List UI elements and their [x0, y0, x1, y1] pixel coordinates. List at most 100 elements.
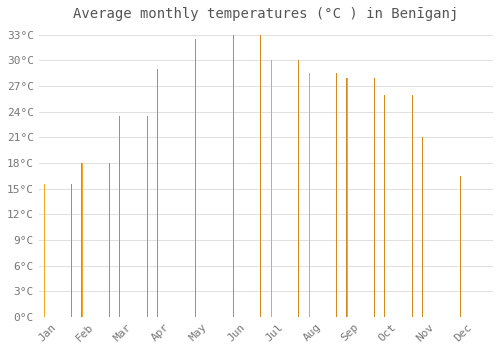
- Bar: [422, 137, 423, 317]
- Bar: [233, 35, 234, 317]
- Bar: [308, 73, 310, 317]
- Bar: [309, 73, 310, 317]
- Bar: [385, 94, 386, 317]
- Bar: [233, 35, 234, 317]
- Bar: [298, 61, 299, 317]
- Bar: [347, 78, 348, 317]
- Bar: [384, 94, 385, 317]
- Bar: [384, 94, 385, 317]
- Bar: [271, 61, 272, 317]
- Bar: [195, 39, 196, 317]
- Bar: [460, 176, 461, 317]
- Bar: [422, 137, 423, 317]
- Bar: [422, 137, 423, 317]
- Bar: [233, 35, 234, 317]
- Bar: [233, 35, 234, 317]
- Bar: [233, 35, 234, 317]
- Bar: [233, 35, 234, 317]
- Bar: [346, 78, 348, 317]
- Bar: [195, 39, 196, 317]
- Bar: [460, 176, 461, 317]
- Bar: [270, 61, 272, 317]
- Bar: [384, 94, 385, 317]
- Bar: [271, 61, 272, 317]
- Bar: [308, 73, 310, 317]
- Bar: [195, 39, 196, 317]
- Bar: [271, 61, 272, 317]
- Bar: [308, 73, 309, 317]
- Bar: [309, 73, 310, 317]
- Bar: [271, 61, 272, 317]
- Bar: [109, 163, 110, 317]
- Bar: [119, 116, 120, 317]
- Bar: [309, 73, 310, 317]
- Bar: [233, 35, 234, 317]
- Bar: [270, 61, 272, 317]
- Bar: [346, 78, 347, 317]
- Bar: [157, 69, 158, 317]
- Bar: [270, 61, 272, 317]
- Bar: [308, 73, 310, 317]
- Bar: [308, 73, 309, 317]
- Bar: [271, 61, 272, 317]
- Bar: [384, 94, 385, 317]
- Bar: [460, 176, 461, 317]
- Bar: [347, 78, 348, 317]
- Bar: [271, 61, 272, 317]
- Bar: [384, 94, 385, 317]
- Bar: [195, 39, 196, 317]
- Bar: [384, 94, 385, 317]
- Bar: [271, 61, 272, 317]
- Bar: [157, 69, 158, 317]
- Bar: [460, 176, 461, 317]
- Bar: [309, 73, 310, 317]
- Bar: [460, 176, 461, 317]
- Bar: [384, 94, 385, 317]
- Bar: [271, 61, 272, 317]
- Bar: [270, 61, 272, 317]
- Bar: [233, 35, 234, 317]
- Bar: [309, 73, 310, 317]
- Bar: [422, 137, 423, 317]
- Bar: [346, 78, 348, 317]
- Title: Average monthly temperatures (°C ) in Benīganj: Average monthly temperatures (°C ) in Be…: [74, 7, 458, 21]
- Bar: [309, 73, 310, 317]
- Bar: [184, 69, 186, 317]
- Bar: [270, 61, 272, 317]
- Bar: [346, 78, 347, 317]
- Bar: [233, 35, 234, 317]
- Bar: [308, 73, 309, 317]
- Bar: [195, 39, 196, 317]
- Bar: [422, 137, 423, 317]
- Bar: [385, 94, 386, 317]
- Bar: [309, 73, 310, 317]
- Bar: [309, 73, 310, 317]
- Bar: [308, 73, 309, 317]
- Bar: [422, 137, 423, 317]
- Bar: [270, 61, 272, 317]
- Bar: [157, 69, 158, 317]
- Bar: [271, 61, 272, 317]
- Bar: [308, 73, 309, 317]
- Bar: [460, 176, 461, 317]
- Bar: [195, 39, 196, 317]
- Bar: [195, 39, 196, 317]
- Bar: [422, 137, 423, 317]
- Bar: [384, 94, 386, 317]
- Bar: [422, 137, 423, 317]
- Bar: [346, 78, 347, 317]
- Bar: [233, 35, 234, 317]
- Bar: [309, 73, 310, 317]
- Bar: [309, 73, 310, 317]
- Bar: [271, 61, 272, 317]
- Bar: [460, 176, 461, 317]
- Bar: [308, 73, 309, 317]
- Bar: [271, 61, 272, 317]
- Bar: [233, 35, 234, 317]
- Bar: [233, 35, 234, 317]
- Bar: [347, 78, 348, 317]
- Bar: [309, 73, 310, 317]
- Bar: [422, 137, 423, 317]
- Bar: [195, 39, 196, 317]
- Bar: [233, 35, 234, 317]
